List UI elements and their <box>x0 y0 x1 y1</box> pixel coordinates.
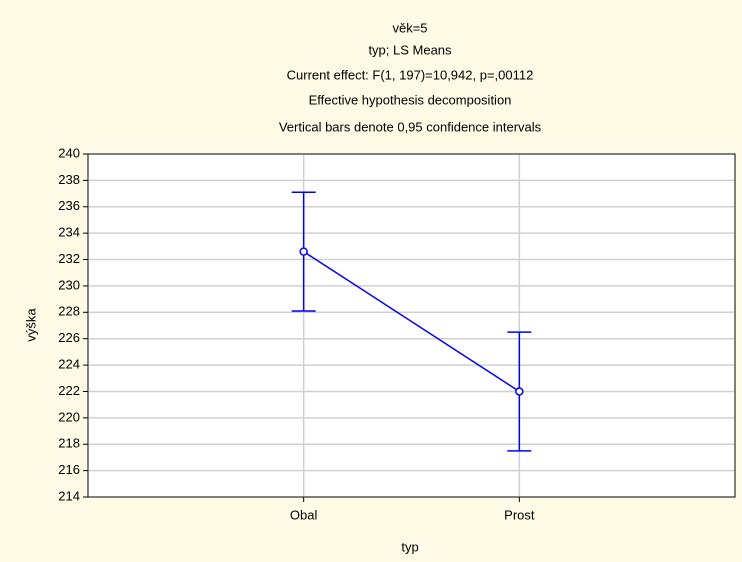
mean-line <box>303 250 520 393</box>
y-tick-label: 218 <box>58 436 80 451</box>
y-tick-label: 232 <box>58 251 80 266</box>
y-tick-label: 236 <box>58 198 80 213</box>
y-tick-label: 220 <box>58 409 80 424</box>
subtitle: Current effect: F(1, 197)=10,942, p=,001… <box>287 67 534 82</box>
y-tick-label: 224 <box>58 357 80 372</box>
y-tick-label: 222 <box>58 383 80 398</box>
y-tick-label: 230 <box>58 277 80 292</box>
chart-title: věk=5 <box>392 20 427 35</box>
y-tick-label: 234 <box>58 225 80 240</box>
subtitle: Vertical bars denote 0,95 confidence int… <box>279 119 542 134</box>
subtitle: typ; LS Means <box>368 42 452 57</box>
y-tick-label: 216 <box>58 462 80 477</box>
y-axis-label: výška <box>23 308 38 342</box>
y-tick-label: 238 <box>58 172 80 187</box>
y-tick-label: 214 <box>58 488 80 503</box>
subtitle: Effective hypothesis decomposition <box>309 92 512 107</box>
x-axis-label: typ <box>401 539 418 554</box>
x-tick-label: Obal <box>290 507 318 522</box>
y-tick-label: 226 <box>58 330 80 345</box>
x-tick-label: Prost <box>504 507 535 522</box>
y-tick-label: 240 <box>58 145 80 160</box>
plot-area <box>87 153 736 498</box>
y-tick-label: 228 <box>58 304 80 319</box>
mean-point <box>515 387 524 396</box>
mean-point <box>299 247 308 256</box>
